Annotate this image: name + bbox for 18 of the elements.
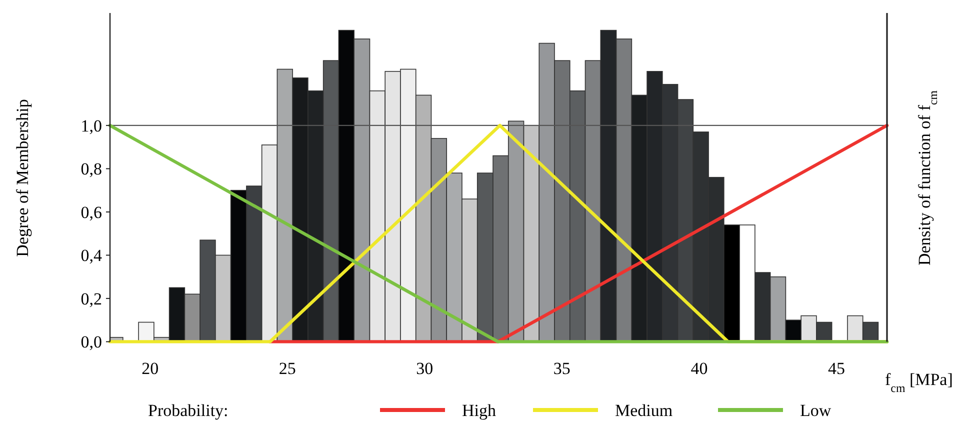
y-tick-label: 0,2 — [80, 289, 102, 308]
legend-title: Probability: — [148, 401, 228, 420]
legend-label: Low — [800, 401, 832, 420]
x-tick-label: 25 — [278, 359, 296, 378]
y-tick-label: 1,0 — [80, 116, 102, 136]
y-tick-label: 0,4 — [80, 246, 102, 266]
y-tick-label: 0,6 — [80, 202, 102, 222]
x-tick-label: 40 — [690, 359, 708, 378]
y-tick-label: 0,8 — [80, 160, 102, 179]
x-tick-label: 45 — [828, 359, 845, 378]
legend-label: High — [462, 401, 496, 420]
x-axis-title: f$_{cm}$ [MPa] — [885, 370, 953, 395]
y-axis-title: Degree of Membership — [13, 99, 32, 257]
x-tick-label: 30 — [416, 359, 434, 378]
y-tick-label: 0,0 — [80, 332, 102, 352]
x-tick-label: 20 — [142, 359, 159, 378]
x-tick-label: 35 — [553, 359, 570, 378]
legend-label: Medium — [615, 401, 673, 420]
